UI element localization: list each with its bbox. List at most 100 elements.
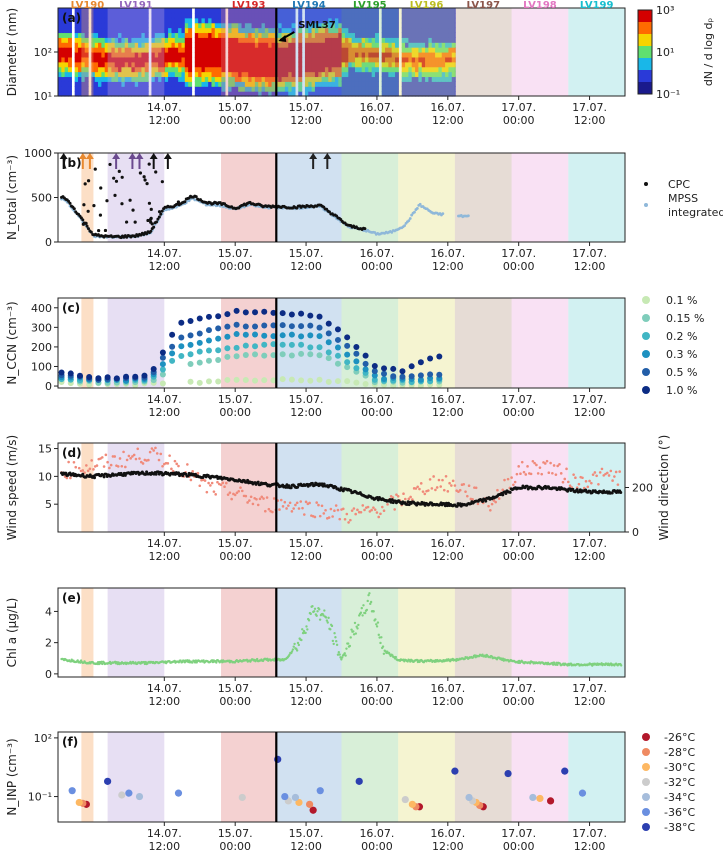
heatmap-cell — [328, 32, 333, 38]
wind-speed-point — [382, 509, 386, 512]
heatmap-cell — [134, 91, 139, 97]
heatmap-cell — [324, 61, 329, 68]
heatmap-cell — [411, 17, 416, 24]
heatmap-cell — [198, 52, 203, 58]
heatmap-cell — [354, 56, 359, 63]
chl-point — [337, 651, 341, 654]
heatmap-cell — [385, 17, 389, 24]
ccn-point — [159, 361, 166, 368]
heatmap-cell — [238, 42, 243, 48]
heatmap-cell — [221, 91, 226, 97]
wind-speed-point — [489, 509, 492, 512]
heatmap-cell — [244, 42, 249, 48]
wind-speed-point — [334, 504, 338, 507]
heatmap-cell — [438, 86, 443, 92]
inp-point — [295, 798, 303, 807]
heatmap-cell — [334, 56, 339, 63]
heatmap-cell — [321, 12, 326, 19]
heatmap-cell — [411, 66, 416, 73]
cpc-point — [160, 209, 164, 213]
heatmap-cell — [435, 37, 440, 43]
wind-speed-point — [281, 505, 285, 508]
heatmap-cell — [425, 17, 430, 24]
x-tick-label: 12:00 — [290, 114, 322, 127]
heatmap-cell — [184, 76, 189, 82]
heatmap-cell — [314, 91, 319, 97]
heatmap-cell — [121, 56, 126, 63]
heatmap-cell — [91, 42, 96, 48]
heatmap-cell — [98, 81, 102, 87]
ccn-point — [261, 308, 268, 315]
ccn-point — [205, 313, 212, 320]
heatmap-cell — [124, 22, 129, 29]
heatmap-cell — [441, 91, 446, 97]
heatmap-cell — [401, 42, 406, 48]
wind-speed-point — [262, 497, 265, 500]
wind-speed-point — [147, 458, 150, 462]
heatmap-cell — [114, 61, 119, 68]
heatmap-cell — [221, 37, 226, 43]
heatmap-cell — [298, 66, 303, 73]
heatmap-cell — [328, 22, 333, 29]
chl-point — [394, 655, 397, 659]
heatmap-cell — [184, 37, 189, 43]
heatmap-cell — [164, 86, 169, 92]
heatmap-cell — [418, 8, 423, 14]
event-arrow-head — [59, 153, 68, 159]
y-tick-label: 300 — [31, 321, 52, 334]
heatmap-cell — [338, 52, 343, 58]
heatmap-cell — [408, 52, 413, 58]
heatmap-cell — [348, 42, 353, 48]
heatmap-cell — [134, 86, 139, 92]
heatmap-cell — [231, 8, 236, 14]
heatmap-cell — [131, 61, 136, 68]
chl-point — [367, 593, 370, 597]
heatmap-cell — [221, 81, 226, 87]
chl-point — [325, 619, 329, 622]
y-tick-label: 5 — [45, 498, 52, 511]
heatmap-cell — [178, 61, 183, 68]
x-tick-label: 00:00 — [503, 114, 535, 127]
heatmap-cell — [304, 76, 309, 82]
chl-point — [349, 636, 352, 639]
heatmap-cell — [58, 47, 62, 53]
heatmap-cell — [98, 37, 102, 43]
heatmap-cell — [254, 17, 259, 24]
heatmap-cell — [321, 61, 326, 68]
heatmap-cell — [218, 81, 223, 87]
chl-point — [356, 627, 359, 630]
heatmap-cell — [161, 12, 166, 19]
wind-speed-point — [411, 498, 414, 501]
heatmap-cell — [314, 56, 319, 63]
heatmap-cell — [415, 86, 419, 92]
heatmap-cell — [391, 17, 396, 24]
leg-band-LV199 — [568, 732, 625, 822]
wind-speed-point — [308, 501, 311, 505]
heatmap-cell — [158, 47, 163, 53]
heatmap-cell — [395, 86, 399, 92]
heatmap-cell — [445, 71, 450, 78]
heatmap-cell — [248, 8, 253, 14]
heatmap-cell — [401, 12, 406, 19]
heatmap-cell — [324, 71, 329, 78]
heatmap-cell — [375, 61, 379, 68]
heatmap-cell — [211, 32, 216, 38]
heatmap-cell — [228, 27, 233, 34]
heatmap-cell — [368, 32, 373, 38]
wind-speed-point — [88, 467, 92, 471]
heatmap-cell — [211, 27, 216, 34]
heatmap-cell — [311, 42, 316, 48]
leg-band-LV195 — [341, 588, 399, 677]
ccn-point — [252, 309, 259, 316]
heatmap-cell — [314, 42, 319, 48]
wind-speed-point — [260, 495, 264, 499]
legend-label: -36°C — [664, 806, 695, 819]
wind-speed-point — [497, 497, 501, 500]
heatmap-cell — [158, 42, 163, 48]
heatmap-cell — [91, 71, 96, 78]
chl-point — [374, 618, 377, 621]
heatmap-cell — [428, 52, 433, 58]
heatmap-cell — [118, 8, 123, 14]
heatmap-cell — [178, 66, 183, 73]
wind-speed-point — [299, 500, 303, 503]
